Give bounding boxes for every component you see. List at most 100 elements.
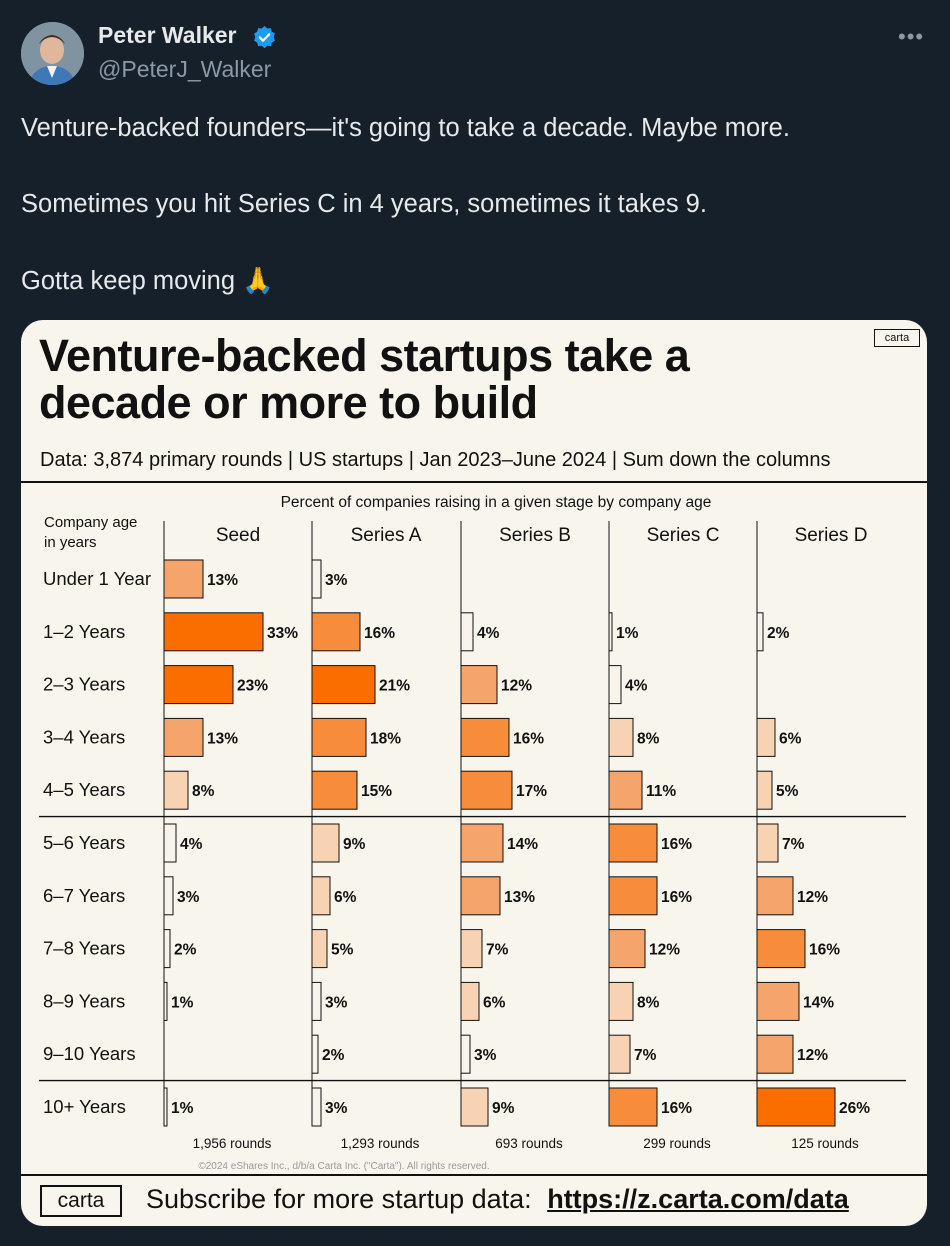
value-label: 5%: [776, 783, 799, 800]
avatar[interactable]: [21, 22, 84, 85]
copyright: ©2024 eShares Inc., d/b/a Carta Inc. ("C…: [198, 1161, 489, 1172]
bar-chart: Percent of companies raising in a given …: [39, 494, 906, 1172]
bar: [163, 770, 189, 810]
value-label: 4%: [180, 836, 203, 853]
bar: [756, 876, 794, 916]
bar: [460, 981, 480, 1021]
value-label: 3%: [325, 572, 348, 589]
value-label: 2%: [767, 625, 790, 642]
value-label: 8%: [637, 994, 660, 1011]
tweet-text-line-1: Venture-backed founders—it's going to ta…: [21, 114, 790, 142]
card-title-line-1: Venture-backed startups take a: [39, 330, 690, 381]
bar: [756, 612, 764, 652]
value-label: 17%: [516, 783, 547, 800]
bar: [756, 770, 773, 810]
bar: [608, 823, 658, 863]
value-label: 33%: [267, 625, 298, 642]
bar: [756, 823, 779, 863]
bar: [311, 823, 340, 863]
column-header: Series A: [351, 525, 422, 546]
bar: [163, 1087, 168, 1127]
value-label: 16%: [364, 625, 395, 642]
value-label: 3%: [177, 889, 200, 906]
column-header: Series B: [499, 525, 571, 546]
bar: [311, 1034, 319, 1074]
tweet-text-line-2: Sometimes you hit Series C in 4 years, s…: [21, 190, 707, 218]
column-header: Seed: [216, 525, 260, 546]
bar: [756, 1087, 836, 1127]
bar: [756, 929, 806, 969]
bar: [608, 717, 634, 757]
value-label: 1%: [171, 994, 194, 1011]
value-label: 2%: [174, 942, 197, 959]
bar: [311, 665, 376, 705]
bar: [163, 981, 168, 1021]
value-label: 13%: [207, 572, 238, 589]
value-label: 7%: [782, 836, 805, 853]
value-label: 3%: [474, 1047, 497, 1064]
value-label: 7%: [634, 1047, 657, 1064]
row-header-line-2: in years: [44, 534, 97, 551]
value-label: 8%: [637, 730, 660, 747]
column-header: Series C: [647, 525, 720, 546]
more-options-icon[interactable]: •••: [898, 24, 925, 49]
tweet-text-line-3: Gotta keep moving 🙏: [21, 267, 274, 295]
bar: [163, 559, 204, 599]
footer-text: Subscribe for more startup data:: [146, 1184, 532, 1214]
rounds-label: 1,956 rounds: [193, 1136, 272, 1151]
rounds-label: 693 rounds: [495, 1136, 563, 1151]
row-label: 9–10 Years: [43, 1043, 136, 1064]
bar: [163, 612, 264, 652]
row-label: 1–2 Years: [43, 621, 125, 642]
value-label: 26%: [839, 1100, 870, 1117]
value-label: 6%: [334, 889, 357, 906]
value-label: 4%: [477, 625, 500, 642]
bar: [460, 823, 504, 863]
card-title-line-2: decade or more to build: [39, 377, 538, 428]
value-label: 16%: [513, 730, 544, 747]
bar: [608, 770, 643, 810]
value-label: 4%: [625, 678, 648, 695]
value-label: 14%: [803, 994, 834, 1011]
bar: [460, 1034, 471, 1074]
column-header: Series D: [795, 525, 868, 546]
value-label: 2%: [322, 1047, 345, 1064]
value-label: 23%: [237, 678, 268, 695]
divider: [21, 481, 927, 483]
value-label: 15%: [361, 783, 392, 800]
author-handle[interactable]: @PeterJ_Walker: [98, 56, 272, 82]
author-name[interactable]: Peter Walker: [98, 22, 237, 48]
value-label: 3%: [325, 1100, 348, 1117]
bar: [311, 612, 361, 652]
bar: [756, 717, 776, 757]
card-subtitle: Data: 3,874 primary rounds | US startups…: [40, 449, 831, 471]
value-label: 16%: [661, 836, 692, 853]
value-label: 6%: [483, 994, 506, 1011]
bar: [163, 929, 171, 969]
footer-link[interactable]: https://z.carta.com/data: [547, 1184, 849, 1214]
footer-divider: [21, 1174, 927, 1176]
bar: [311, 1087, 322, 1127]
row-label: 8–9 Years: [43, 990, 125, 1011]
bar: [608, 981, 634, 1021]
bar: [608, 1087, 658, 1127]
bar: [608, 665, 622, 705]
row-header: Company age in years: [44, 514, 142, 551]
bar: [163, 665, 234, 705]
row-label: 4–5 Years: [43, 779, 125, 800]
bar: [311, 981, 322, 1021]
row-header-line-1: Company age: [44, 514, 137, 531]
value-label: 18%: [370, 730, 401, 747]
value-label: 5%: [331, 942, 354, 959]
value-label: 11%: [646, 783, 676, 800]
value-label: 9%: [343, 836, 366, 853]
row-label: 6–7 Years: [43, 885, 125, 906]
bar: [460, 770, 513, 810]
bar: [163, 823, 177, 863]
value-label: 16%: [809, 942, 840, 959]
bar: [460, 876, 501, 916]
bar: [163, 717, 204, 757]
value-label: 16%: [661, 889, 692, 906]
bar: [311, 559, 322, 599]
attached-image-card[interactable]: carta Venture-backed startups take a dec…: [21, 320, 927, 1226]
